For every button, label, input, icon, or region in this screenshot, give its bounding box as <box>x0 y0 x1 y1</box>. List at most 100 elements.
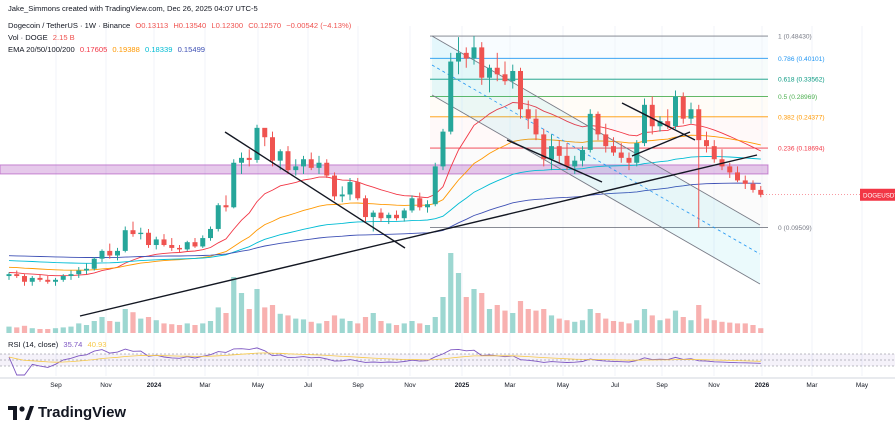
fib-level-label: 0.5 (0.28969) <box>778 94 817 101</box>
volume-bar <box>254 289 260 333</box>
triangle-upper-trendline <box>224 131 406 249</box>
rsi-band <box>0 354 895 366</box>
volume-bar <box>192 325 198 333</box>
candle-body <box>510 70 516 82</box>
candle-body <box>649 104 655 127</box>
volume-bar <box>339 318 345 333</box>
volume-bar <box>68 326 74 333</box>
rsi-signal-line <box>8 352 761 363</box>
ohlc-change: −0.00542 (−4.13%) <box>286 21 352 30</box>
candle-body <box>138 232 144 235</box>
candle-body <box>463 52 469 59</box>
volume-bar <box>556 318 562 333</box>
x-tick-label: Jul <box>304 382 313 389</box>
ema-legend-row[interactable]: EMA 20/50/100/200 0.17605 0.19388 0.1833… <box>8 45 208 54</box>
volume-bar <box>14 327 20 333</box>
volume-bar <box>161 323 167 333</box>
volume-bar <box>145 317 152 333</box>
x-tick-label: May <box>252 382 265 389</box>
symbol-name[interactable]: Dogecoin / TetherUS · 1W · Binance <box>8 21 131 30</box>
volume-bar <box>169 324 175 333</box>
candle-body <box>448 61 454 132</box>
volume-bar <box>347 321 353 333</box>
candle-body <box>308 159 314 168</box>
fib-level-label: 0 (0.09509) <box>778 225 812 232</box>
volume-bar <box>533 310 539 333</box>
volume-bar <box>138 318 144 333</box>
volume-bar <box>448 253 454 333</box>
candle-body <box>254 127 260 160</box>
volume-bar <box>579 320 586 333</box>
volume-bar <box>719 321 725 333</box>
candle-body <box>642 104 647 144</box>
volume-bar <box>742 323 748 333</box>
volume-bar <box>45 329 51 333</box>
channel-lower-line <box>431 94 761 285</box>
candle-body <box>347 182 353 195</box>
x-tick-label: Jul <box>611 382 620 389</box>
candle-body <box>370 212 376 218</box>
volume-bar <box>758 328 764 333</box>
symbol-legend-row[interactable]: Dogecoin / TetherUS · 1W · Binance O0.13… <box>8 21 354 30</box>
x-tick-label: Mar <box>199 382 211 389</box>
volume-bar <box>52 328 59 333</box>
candle-body <box>60 276 66 280</box>
candle-body <box>45 279 51 282</box>
resistance-zone <box>0 164 769 175</box>
candle-body <box>518 70 523 110</box>
volume-bar <box>610 321 617 333</box>
volume-bar <box>657 320 663 333</box>
volume-legend-row[interactable]: Vol · DOGE 2.15 B <box>8 33 78 42</box>
ema200-value: 0.15499 <box>177 45 206 54</box>
volume-bar <box>83 325 90 333</box>
volume-bar <box>634 320 640 333</box>
candle-body <box>6 274 12 277</box>
candle-body <box>587 113 593 150</box>
rsi-legend-row[interactable]: RSI (14, close) 35.74 40.93 <box>8 340 110 349</box>
candle-body <box>122 230 128 251</box>
candle-body <box>479 47 485 78</box>
volume-bar <box>184 323 190 333</box>
candle-body <box>425 204 430 208</box>
candle-body <box>665 121 671 127</box>
volume-bar <box>603 318 609 333</box>
candle-body <box>688 109 694 119</box>
volume-bar <box>207 321 214 333</box>
volume-bar <box>548 315 555 333</box>
volume-bar <box>587 309 593 333</box>
volume-bar <box>277 313 283 333</box>
created-by-text: Jake_Simmons created with TradingView.co… <box>8 4 258 13</box>
candle-body <box>386 214 392 219</box>
price-tag-box <box>860 188 895 201</box>
volume-bar <box>331 315 338 333</box>
chart-author-line: Jake_Simmons created with TradingView.co… <box>8 4 261 13</box>
candle-body <box>742 180 748 184</box>
volume-bar <box>176 325 183 333</box>
candle-body <box>673 96 678 127</box>
ohlc-open: O0.13113 <box>135 21 169 30</box>
volume-bar <box>293 318 299 333</box>
volume-bar <box>262 307 268 333</box>
volume-bar <box>215 307 221 333</box>
x-tick-label: Mar <box>504 382 516 389</box>
volume-bar <box>417 323 423 333</box>
volume-bar <box>316 323 322 333</box>
volume-bar <box>29 328 35 333</box>
volume-bar <box>37 329 43 333</box>
candle-body <box>634 143 640 163</box>
flag-lower-trendline <box>631 131 691 157</box>
candle-body <box>301 159 306 167</box>
candle-body <box>200 238 206 247</box>
volume-bar <box>564 320 570 333</box>
candle-body <box>231 162 237 208</box>
candle-body <box>618 152 624 158</box>
candle-body <box>556 146 562 156</box>
fib-level-label: 0.618 (0.33562) <box>778 77 825 84</box>
x-tick-label: Nov <box>100 382 112 389</box>
volume-bar <box>246 309 252 333</box>
candle-body <box>84 268 89 271</box>
tradingview-logo[interactable]: TradingView <box>8 404 126 421</box>
candle-body <box>704 140 709 147</box>
volume-bar <box>486 309 493 333</box>
